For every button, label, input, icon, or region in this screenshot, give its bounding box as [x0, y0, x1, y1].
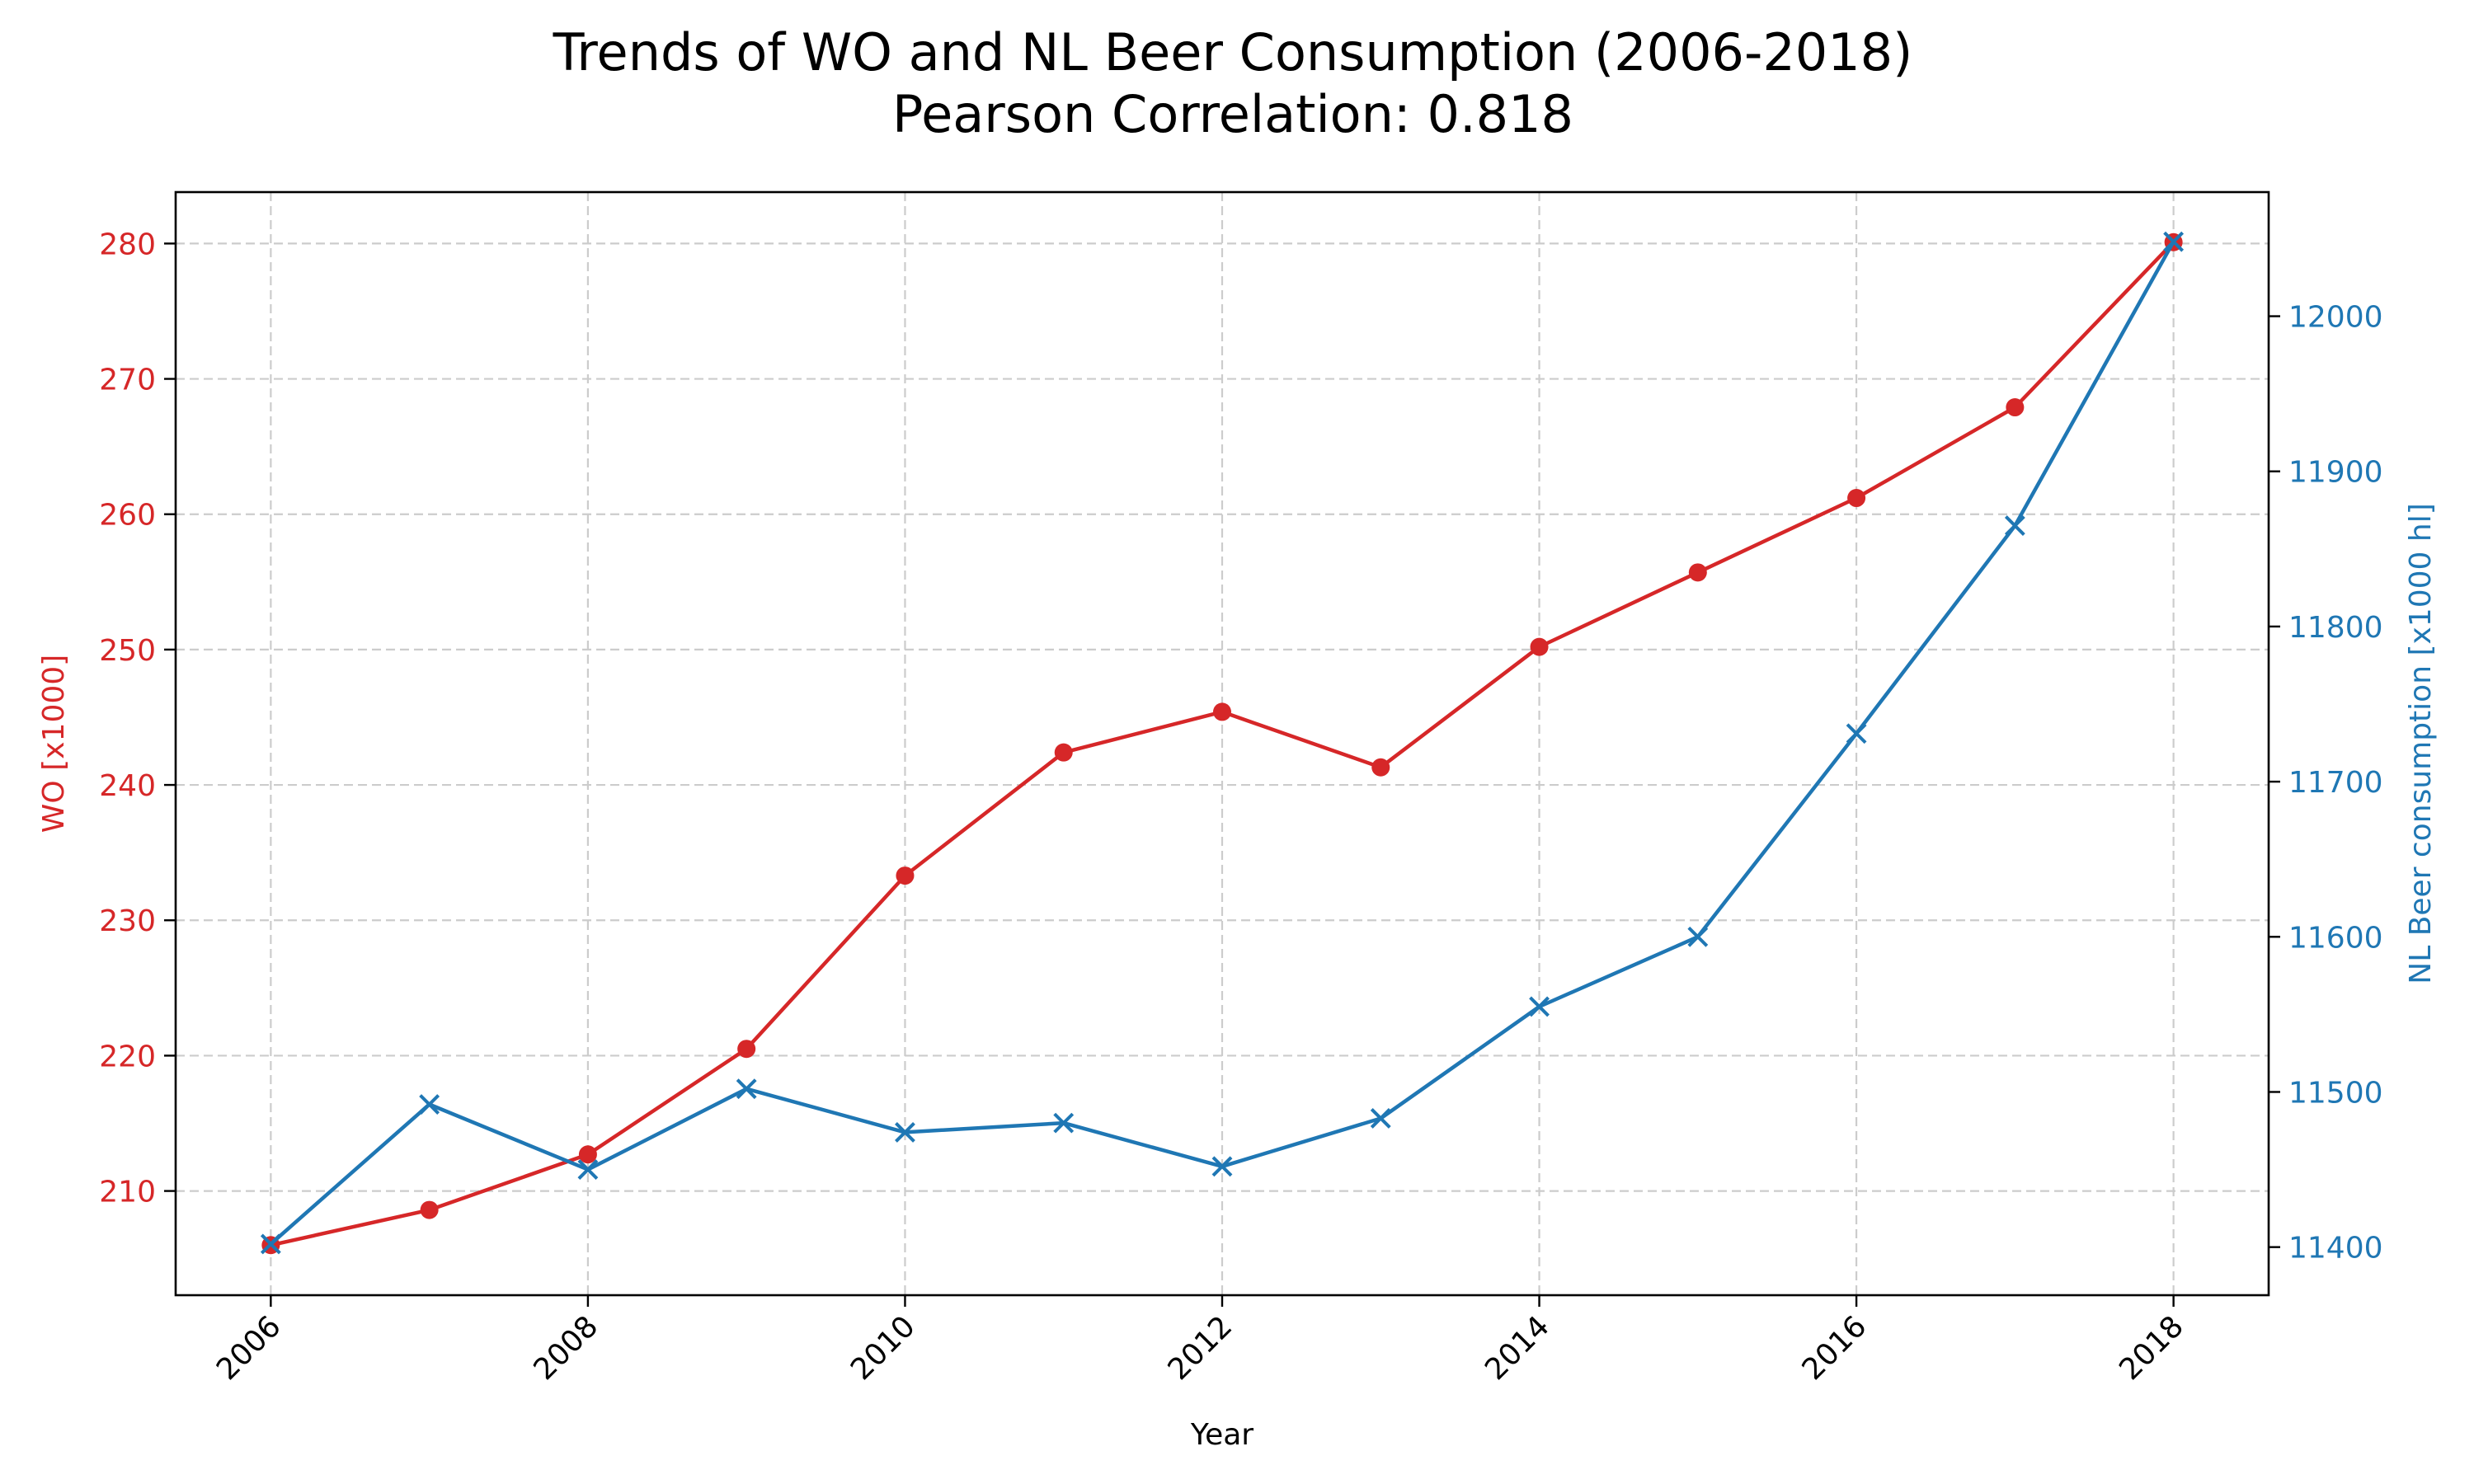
- wo-data-point: [1847, 489, 1866, 508]
- wo-data-point: [1371, 758, 1390, 777]
- nl-beer-data-point: [895, 1121, 915, 1143]
- y-left-tick-label: 240: [99, 769, 156, 803]
- y-right-axis-label: NL Beer consumption [x1000 hl]: [2404, 503, 2438, 984]
- nl-beer-data-point: [2004, 515, 2025, 537]
- y-left-tick-label: 250: [99, 634, 156, 668]
- y-right-tick-label: 12000: [2288, 301, 2383, 335]
- wo-data-point: [737, 1040, 756, 1059]
- y-left-tick-label: 280: [99, 228, 156, 261]
- wo-data-point: [2006, 398, 2025, 417]
- y-left-axis-label: WO [x1000]: [37, 655, 71, 833]
- nl-beer-data-point: [2163, 231, 2185, 252]
- x-axis-label: Year: [1190, 1418, 1253, 1452]
- y-left-tick-label: 270: [99, 364, 156, 397]
- y-left-tick-label: 220: [99, 1040, 156, 1073]
- wo-data-point: [1530, 637, 1549, 656]
- nl-beer-data-point: [736, 1078, 757, 1100]
- wo-data-point: [420, 1200, 439, 1219]
- wo-data-point: [1688, 563, 1707, 582]
- y-right-tick-label: 11400: [2288, 1232, 2383, 1266]
- wo-data-point: [1213, 702, 1231, 721]
- nl-beer-data-point: [1211, 1156, 1233, 1177]
- chart-title: Trends of WO and NL Beer Consumption (20…: [553, 22, 1913, 82]
- nl-beer-data-point: [1846, 723, 1867, 744]
- y-left-tick-label: 230: [99, 904, 156, 938]
- y-right-tick-label: 11600: [2288, 921, 2383, 955]
- nl-beer-data-point: [577, 1159, 599, 1180]
- nl-beer-data-point: [1529, 996, 1550, 1017]
- nl-beer-data-point: [419, 1094, 440, 1115]
- y-left-tick-label: 210: [99, 1176, 156, 1209]
- y-right-tick-label: 11800: [2288, 611, 2383, 645]
- wo-data-point: [578, 1145, 597, 1164]
- wo-data-point: [896, 866, 915, 885]
- y-left-tick-label: 260: [99, 499, 156, 533]
- plot-frame: [174, 190, 2270, 1297]
- y-right-tick-label: 11700: [2288, 766, 2383, 800]
- nl-beer-data-point: [1370, 1108, 1391, 1129]
- series: [260, 231, 2185, 1255]
- nl-beer-data-point: [1053, 1112, 1075, 1134]
- wo-data-point: [1054, 743, 1073, 762]
- nl-beer-data-point: [1687, 926, 1709, 947]
- nl-beer-data-point: [260, 1233, 281, 1255]
- y-right-tick-label: 11500: [2288, 1076, 2383, 1110]
- chart-subtitle: Pearson Correlation: 0.818: [892, 84, 1573, 144]
- y-right-tick-label: 11900: [2288, 456, 2383, 490]
